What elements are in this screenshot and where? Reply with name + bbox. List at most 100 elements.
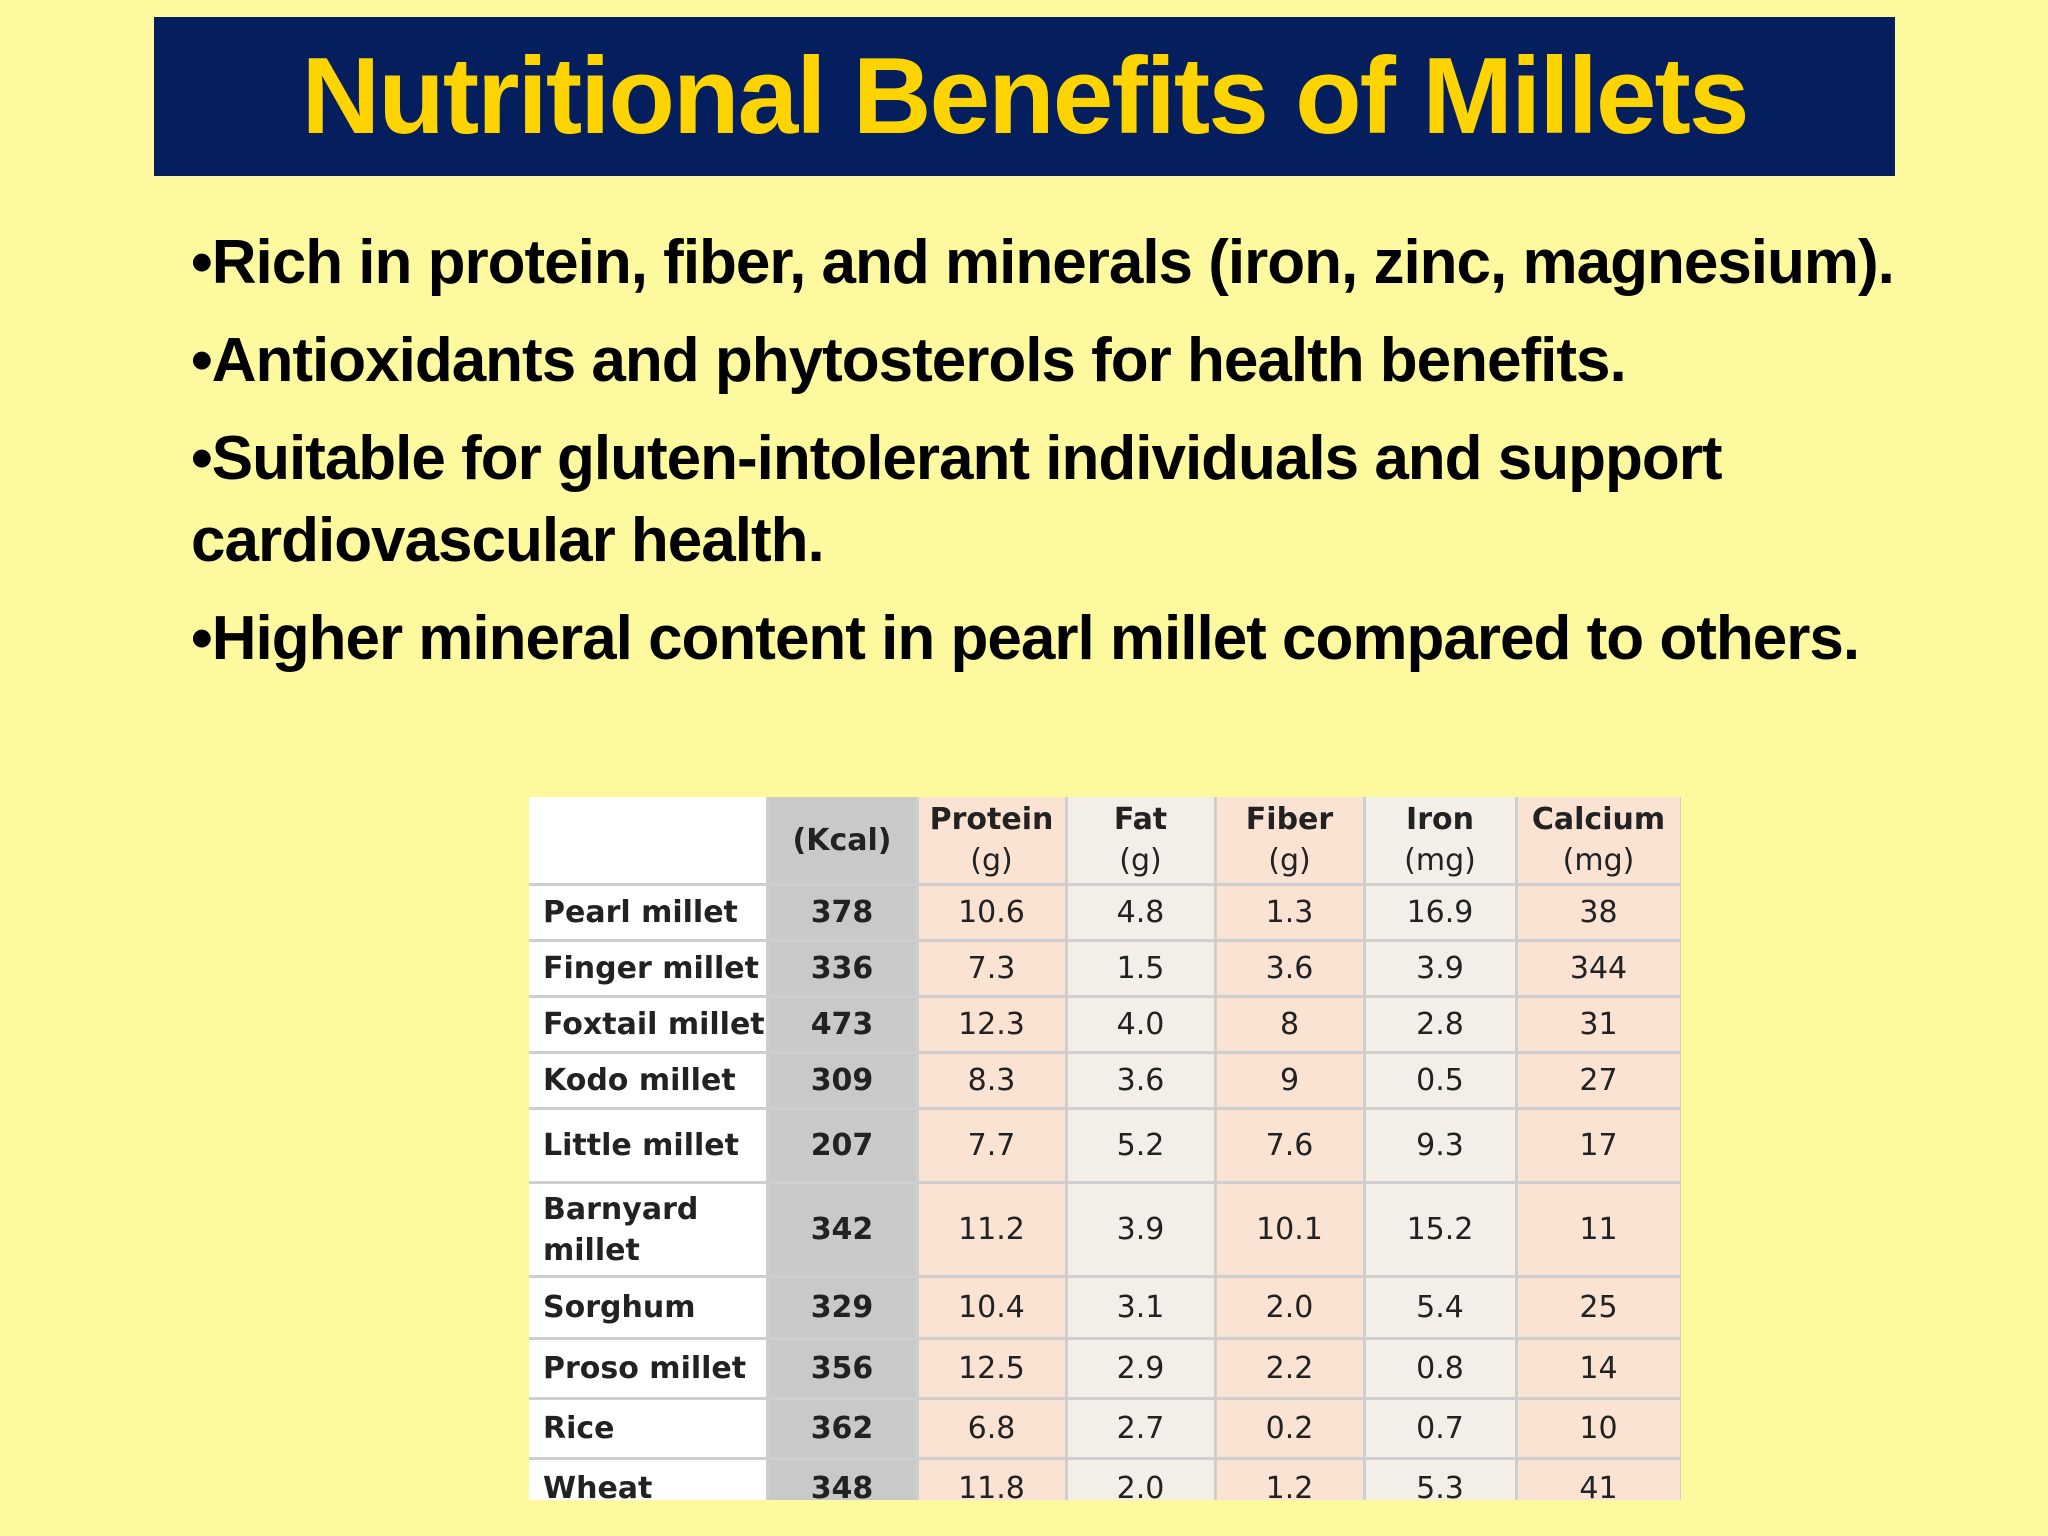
fat-cell: 1.5 [1066, 940, 1217, 998]
fiber-cell: 7.6 [1215, 1108, 1366, 1184]
grain-name-cell: Little millet [529, 1108, 769, 1184]
iron-cell: 0.5 [1364, 1052, 1518, 1110]
table-row: Kodo millet 309 8.3 3.6 9 0.5 27 [529, 1052, 1681, 1110]
header-cell-blank [529, 797, 769, 886]
fat-cell: 4.0 [1066, 996, 1217, 1054]
protein-cell: 12.3 [917, 996, 1068, 1054]
kcal-cell: 378 [767, 884, 919, 942]
kcal-cell: 356 [767, 1338, 919, 1400]
iron-cell: 15.2 [1364, 1182, 1518, 1278]
calcium-cell: 344 [1516, 940, 1681, 998]
header-name: (Kcal) [792, 822, 892, 858]
calcium-cell: 31 [1516, 996, 1681, 1054]
calcium-cell: 14 [1516, 1338, 1681, 1400]
fat-cell: 3.9 [1066, 1182, 1217, 1278]
protein-cell: 12.5 [917, 1338, 1068, 1400]
grain-name-cell: Wheat [529, 1458, 769, 1500]
fiber-cell: 9 [1215, 1052, 1366, 1110]
header-name: Calcium [1531, 802, 1666, 837]
fat-cell: 3.6 [1066, 1052, 1217, 1110]
iron-cell: 5.4 [1364, 1276, 1518, 1340]
protein-cell: 6.8 [917, 1398, 1068, 1460]
calcium-cell: 38 [1516, 884, 1681, 942]
table-header-row: (Kcal) Protein (g) Fat (g) Fiber (g) Iro… [529, 797, 1681, 886]
iron-cell: 16.9 [1364, 884, 1518, 942]
fiber-cell: 10.1 [1215, 1182, 1366, 1278]
slide-title: Nutritional Benefits of Millets [301, 35, 1750, 157]
kcal-cell: 336 [767, 940, 919, 998]
protein-cell: 10.4 [917, 1276, 1068, 1340]
header-unit: (mg) [1404, 843, 1476, 878]
table-row: Pearl millet 378 10.6 4.8 1.3 16.9 38 [529, 884, 1681, 942]
nutrition-table: (Kcal) Protein (g) Fat (g) Fiber (g) Iro… [529, 797, 1681, 1500]
iron-cell: 9.3 [1364, 1108, 1518, 1184]
fiber-cell: 1.3 [1215, 884, 1366, 942]
kcal-cell: 473 [767, 996, 919, 1054]
header-cell-fat: Fat (g) [1066, 797, 1217, 886]
kcal-cell: 329 [767, 1276, 919, 1340]
grain-name-cell: Sorghum [529, 1276, 769, 1340]
header-cell-kcal: (Kcal) [767, 797, 919, 886]
fiber-cell: 2.0 [1215, 1276, 1366, 1340]
calcium-cell: 41 [1516, 1458, 1681, 1500]
header-unit: (g) [1119, 843, 1162, 878]
fat-cell: 2.9 [1066, 1338, 1217, 1400]
table-row: Sorghum 329 10.4 3.1 2.0 5.4 25 [529, 1276, 1681, 1340]
grain-name-cell: Proso millet [529, 1338, 769, 1400]
protein-cell: 7.7 [917, 1108, 1068, 1184]
fiber-cell: 3.6 [1215, 940, 1366, 998]
grain-name-cell: Kodo millet [529, 1052, 769, 1110]
table-row: Barnyard millet 342 11.2 3.9 10.1 15.2 1… [529, 1182, 1681, 1278]
table-row: Finger millet 336 7.3 1.5 3.6 3.9 344 [529, 940, 1681, 998]
fiber-cell: 0.2 [1215, 1398, 1366, 1460]
calcium-cell: 17 [1516, 1108, 1681, 1184]
grain-name-cell: Finger millet [529, 940, 769, 998]
header-unit: (g) [1268, 843, 1311, 878]
grain-name-cell: Foxtail millet [529, 996, 769, 1054]
table-row: Proso millet 356 12.5 2.9 2.2 0.8 14 [529, 1338, 1681, 1400]
fat-cell: 2.7 [1066, 1398, 1217, 1460]
iron-cell: 2.8 [1364, 996, 1518, 1054]
kcal-cell: 342 [767, 1182, 919, 1278]
protein-cell: 10.6 [917, 884, 1068, 942]
calcium-cell: 10 [1516, 1398, 1681, 1460]
header-unit: (g) [970, 843, 1013, 878]
header-cell-calcium: Calcium (mg) [1516, 797, 1681, 886]
bullet-item: Antioxidants and phytosterols for health… [191, 320, 1991, 402]
header-cell-protein: Protein (g) [917, 797, 1068, 886]
grain-name-cell: Pearl millet [529, 884, 769, 942]
fat-cell: 4.8 [1066, 884, 1217, 942]
table-row: Little millet 207 7.7 5.2 7.6 9.3 17 [529, 1108, 1681, 1184]
fat-cell: 3.1 [1066, 1276, 1217, 1340]
title-banner: Nutritional Benefits of Millets [154, 17, 1895, 176]
fat-cell: 5.2 [1066, 1108, 1217, 1184]
bullet-list: Rich in protein, fiber, and minerals (ir… [191, 222, 1991, 696]
grain-name-cell: Rice [529, 1398, 769, 1460]
kcal-cell: 309 [767, 1052, 919, 1110]
header-name: Protein [929, 802, 1054, 837]
calcium-cell: 27 [1516, 1052, 1681, 1110]
kcal-cell: 362 [767, 1398, 919, 1460]
calcium-cell: 11 [1516, 1182, 1681, 1278]
iron-cell: 3.9 [1364, 940, 1518, 998]
header-cell-iron: Iron (mg) [1364, 797, 1518, 886]
table-row: Rice 362 6.8 2.7 0.2 0.7 10 [529, 1398, 1681, 1460]
fiber-cell: 1.2 [1215, 1458, 1366, 1500]
header-cell-fiber: Fiber (g) [1215, 797, 1366, 886]
calcium-cell: 25 [1516, 1276, 1681, 1340]
protein-cell: 11.2 [917, 1182, 1068, 1278]
iron-cell: 5.3 [1364, 1458, 1518, 1500]
iron-cell: 0.8 [1364, 1338, 1518, 1400]
header-name: Iron [1406, 802, 1474, 837]
bullet-item: Suitable for gluten-intolerant individua… [191, 418, 1991, 582]
header-unit: (mg) [1562, 843, 1635, 878]
fiber-cell: 8 [1215, 996, 1366, 1054]
header-name: Fiber [1245, 802, 1334, 837]
protein-cell: 11.8 [917, 1458, 1068, 1500]
kcal-cell: 207 [767, 1108, 919, 1184]
table-row: Foxtail millet 473 12.3 4.0 8 2.8 31 [529, 996, 1681, 1054]
fiber-cell: 2.2 [1215, 1338, 1366, 1400]
bullet-item: Rich in protein, fiber, and minerals (ir… [191, 222, 1991, 304]
table-row: Wheat 348 11.8 2.0 1.2 5.3 41 [529, 1458, 1681, 1500]
protein-cell: 7.3 [917, 940, 1068, 998]
